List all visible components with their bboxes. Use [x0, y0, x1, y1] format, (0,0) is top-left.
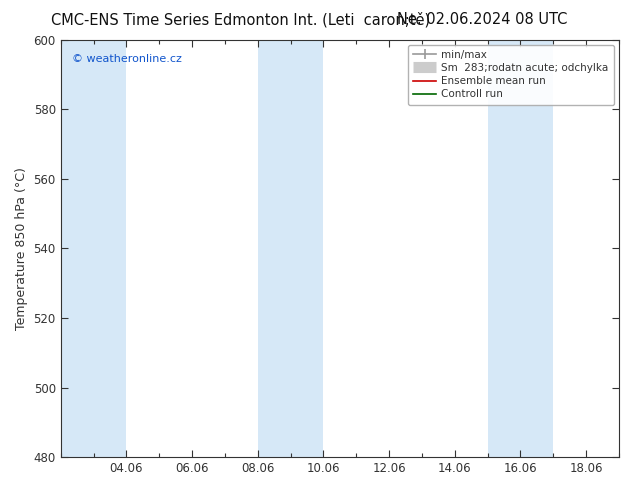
- Text: © weatheronline.cz: © weatheronline.cz: [72, 54, 182, 64]
- Bar: [61, 40, 126, 457]
- Text: CMC-ENS Time Series Edmonton Int. (Leti  caron;tě): CMC-ENS Time Series Edmonton Int. (Leti …: [51, 12, 430, 28]
- Bar: [258, 40, 323, 457]
- Legend: min/max, Sm  283;rodatn acute; odchylka, Ensemble mean run, Controll run: min/max, Sm 283;rodatn acute; odchylka, …: [408, 45, 614, 104]
- Bar: [488, 40, 553, 457]
- Text: Ne. 02.06.2024 08 UTC: Ne. 02.06.2024 08 UTC: [397, 12, 567, 27]
- Y-axis label: Temperature 850 hPa (°C): Temperature 850 hPa (°C): [15, 167, 28, 330]
